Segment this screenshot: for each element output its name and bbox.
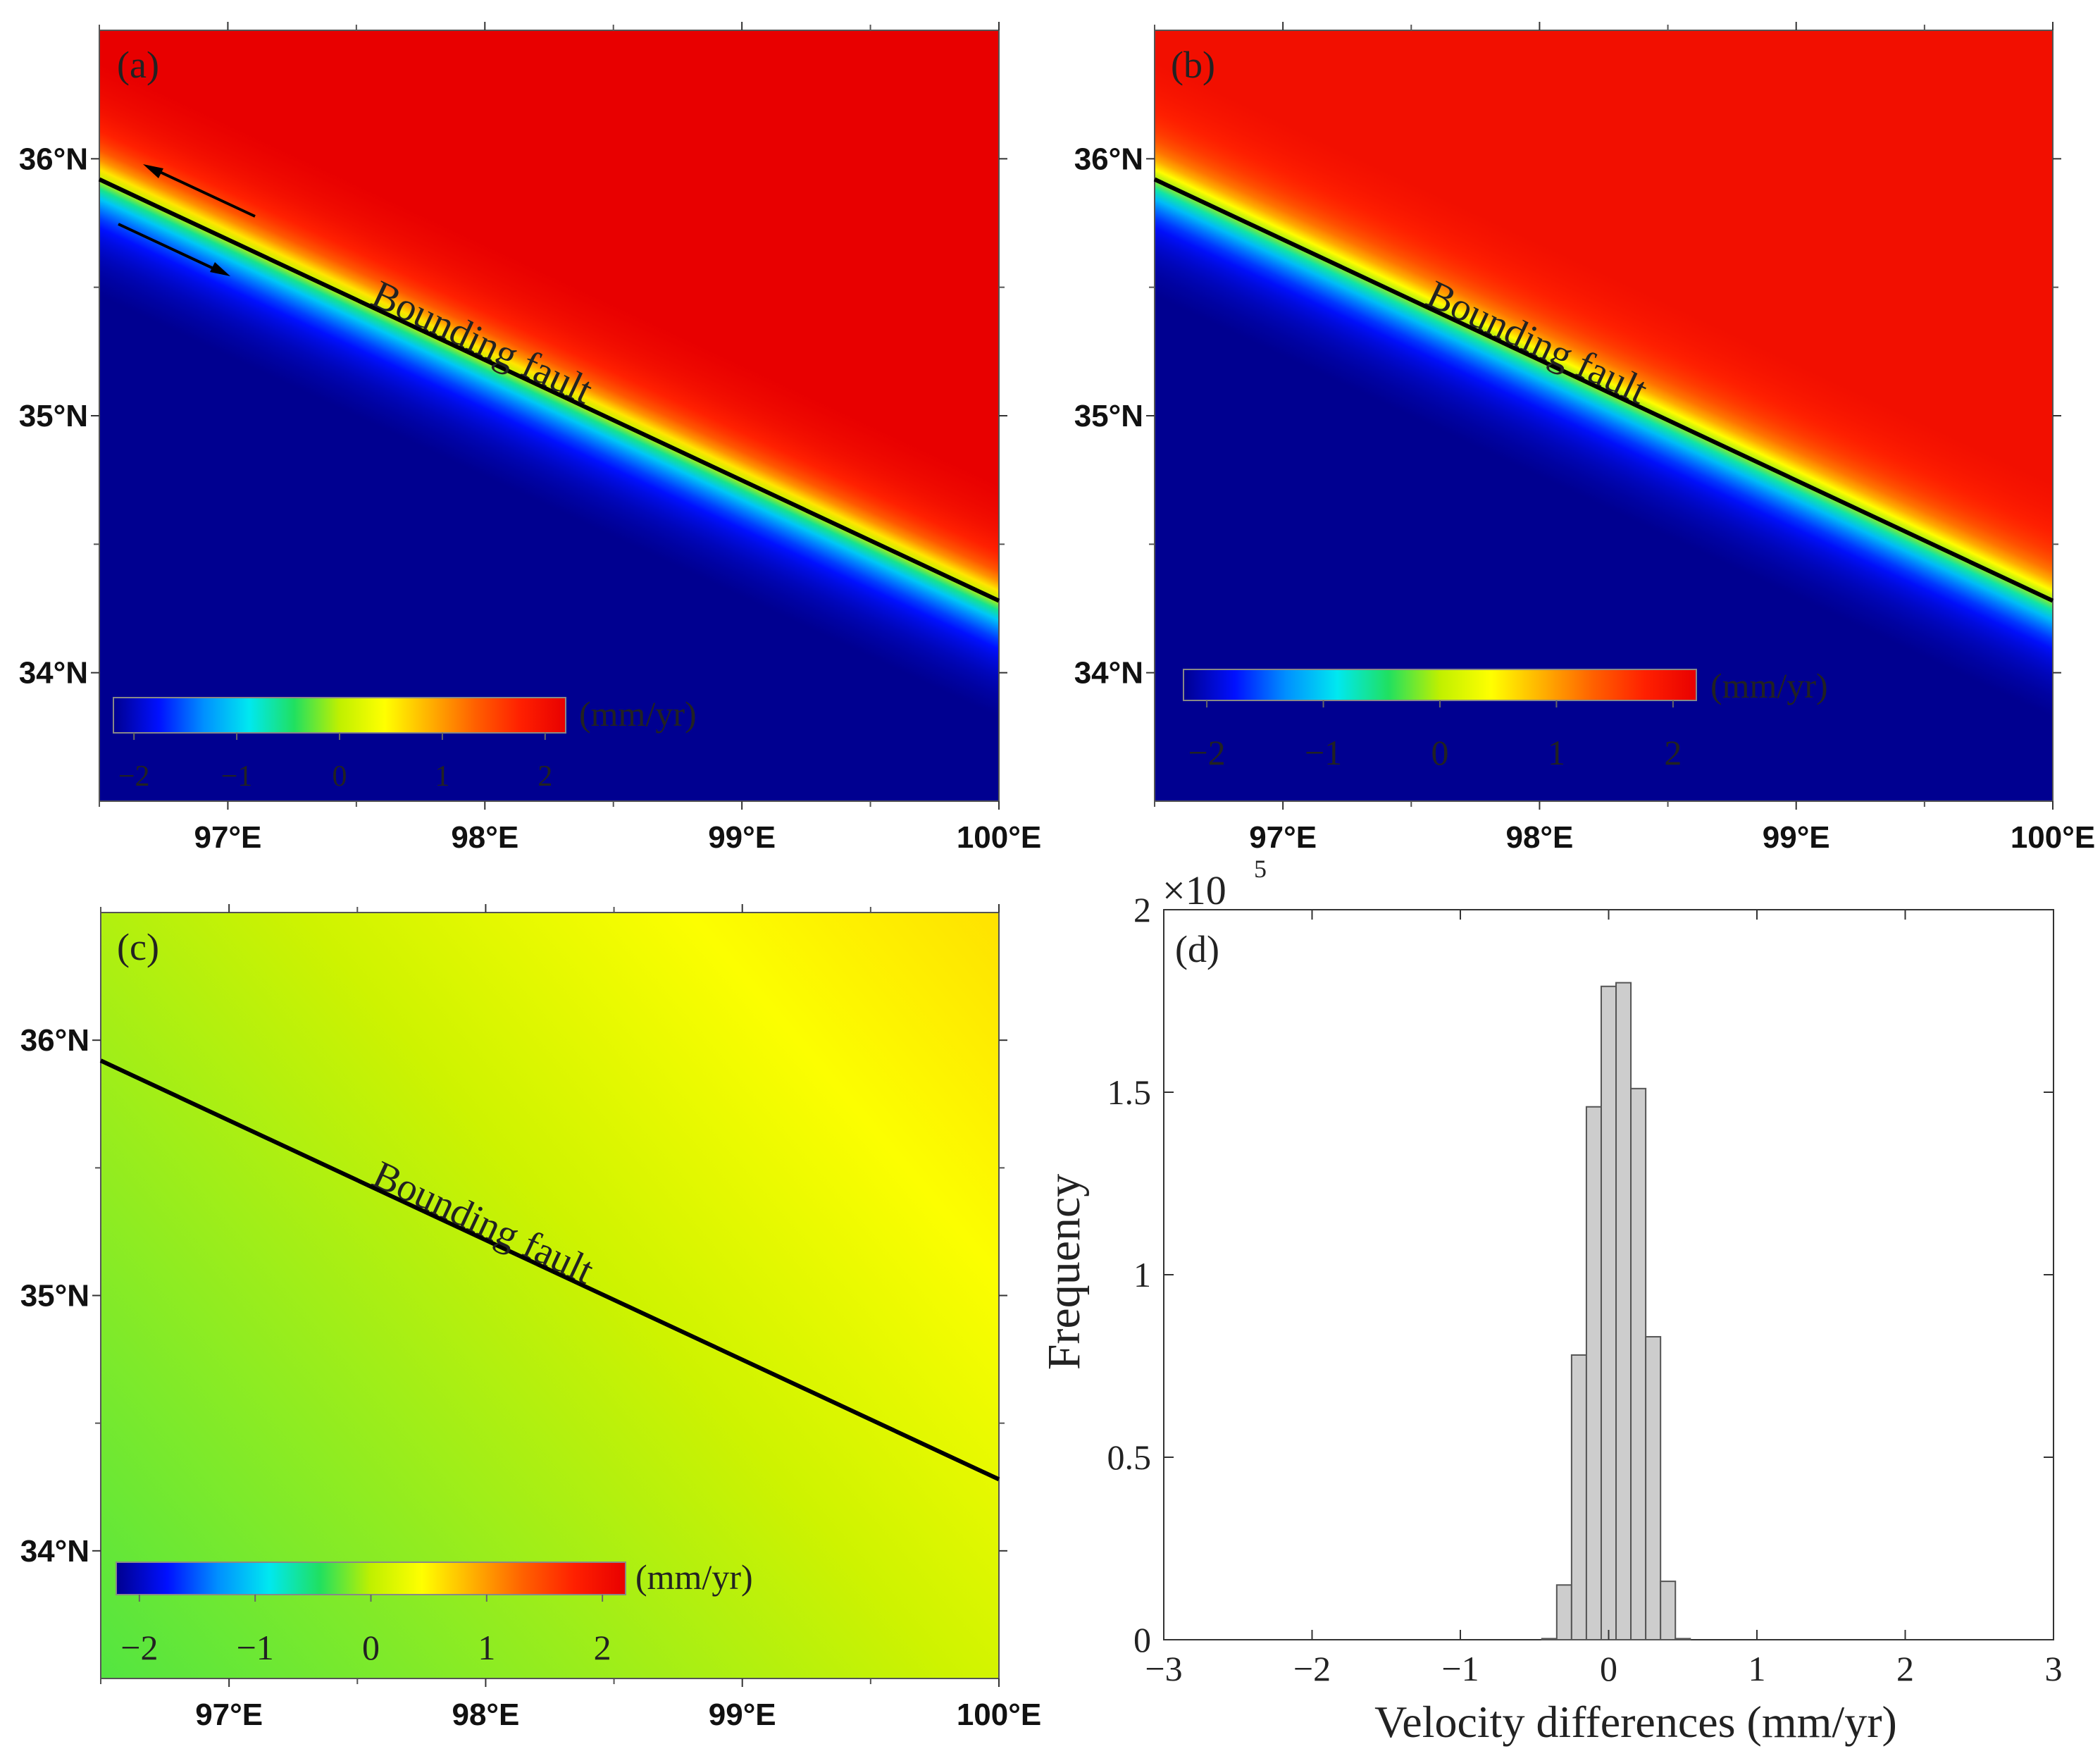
y-tick-label: 34°N — [19, 656, 88, 691]
slip-arrowhead-upper — [143, 164, 163, 178]
y-multiplier: ×10 — [1162, 867, 1226, 913]
panel-a-axes: 97°E 98°E 99°E 100°E 36°N 35°N 34°N — [19, 22, 1041, 855]
colorbar-gradient — [116, 1562, 626, 1595]
colorbar-tick-label: 2 — [1664, 733, 1682, 772]
histogram-bar — [1660, 1581, 1677, 1641]
panel-c-fault-line — [99, 1058, 1000, 1482]
colorbar-gradient — [1183, 669, 1697, 701]
panel-d-label: (d) — [1175, 928, 1219, 970]
y-tick-label: 0.5 — [1107, 1437, 1152, 1477]
histogram-bar — [1645, 1336, 1662, 1641]
x-axis-label: Velocity differences (mm/yr) — [1374, 1697, 1897, 1747]
y-tick-label: 36°N — [19, 142, 88, 176]
histogram-bar — [1675, 1638, 1691, 1641]
x-tick-label: −3 — [1145, 1649, 1182, 1688]
y-tick-label: 36°N — [20, 1023, 89, 1058]
x-tick-label: 2 — [1896, 1649, 1914, 1688]
colorbar-unit: (mm/yr) — [579, 694, 697, 734]
x-tick-label: 99°E — [1763, 820, 1830, 855]
slip-arrow-lower — [118, 223, 225, 275]
colorbar-tick-label: 0 — [333, 760, 347, 793]
panel-a: Bounding fault (a) −2 −1 0 1 2(mm/yr) 97°E 98… — [19, 22, 1041, 855]
y-axis-label: Frequency — [1038, 1174, 1090, 1371]
x-tick-label: 0 — [1600, 1649, 1617, 1688]
y-tick-label: 1 — [1133, 1255, 1151, 1294]
colorbar-tick-label: 1 — [478, 1628, 495, 1667]
x-tick-label: 97°E — [195, 1698, 263, 1732]
colorbar-tick-label: 0 — [1431, 733, 1449, 772]
x-tick-label: 98°E — [1505, 820, 1573, 855]
colorbar-tick-label: −2 — [120, 1628, 158, 1667]
colorbar-tick-label: −2 — [118, 760, 150, 793]
panel-d: −3 −2 −1 0 1 2 300.511.52 (d) ×10 5 Frequency … — [1038, 855, 2063, 1747]
x-tick-label: 100°E — [957, 1698, 1041, 1732]
y-tick-label: 35°N — [1074, 399, 1143, 433]
panel-b-colorbar: −2 −1 0 1 2 (mm/yr) — [1183, 666, 1828, 772]
x-tick-label: −2 — [1293, 1649, 1331, 1688]
y-tick-label: 35°N — [19, 399, 88, 433]
colorbar-unit: (mm/yr) — [1710, 666, 1828, 705]
colorbar-tick-label: 1 — [1548, 733, 1565, 772]
panel-b-label: (b) — [1171, 44, 1215, 86]
panel-a-fault-line — [98, 177, 1000, 603]
panel-a-colorbar: −2 −1 0 1 2 (mm/yr) — [113, 694, 697, 793]
panel-c-label: (c) — [117, 926, 159, 968]
colorbar-tick-label: −1 — [237, 1628, 274, 1667]
histogram-bar — [1600, 985, 1617, 1640]
colorbar-tick-label: 1 — [435, 760, 449, 793]
histogram-bar — [1615, 982, 1632, 1640]
histogram-bar — [1570, 1354, 1587, 1640]
x-tick-label: 98°E — [452, 1698, 519, 1732]
x-tick-label: 98°E — [451, 820, 518, 855]
colorbar-tick-label: −1 — [1305, 733, 1342, 772]
x-tick-label: 97°E — [194, 820, 261, 855]
x-tick-label: −1 — [1441, 1649, 1479, 1688]
x-tick-label: 100°E — [2011, 820, 2095, 855]
y-tick-label: 1.5 — [1107, 1072, 1152, 1112]
x-tick-label: 3 — [2045, 1649, 2063, 1688]
y-tick-label: 36°N — [1074, 142, 1143, 176]
panel-c-colorbar: −2 −1 0 1 2 (mm/yr) — [116, 1557, 753, 1667]
y-tick-label: 2 — [1133, 890, 1151, 929]
x-tick-label: 97°E — [1249, 820, 1317, 855]
slip-arrow-upper — [149, 166, 256, 218]
panel-a-label: (a) — [117, 44, 159, 86]
colorbar-tick-label: 0 — [362, 1628, 380, 1667]
histogram-bar — [1585, 1106, 1602, 1640]
y-tick-label: 35°N — [20, 1279, 89, 1313]
histogram-bar — [1541, 1638, 1558, 1641]
y-multiplier-exponent: 5 — [1254, 855, 1267, 883]
y-tick-label: 34°N — [20, 1534, 89, 1569]
x-tick-label: 99°E — [708, 820, 776, 855]
y-tick-label: 0 — [1133, 1620, 1151, 1659]
slip-arrowhead-lower — [210, 262, 230, 276]
histogram-bar — [1555, 1584, 1572, 1641]
colorbar-gradient — [113, 697, 566, 734]
x-tick-label: 1 — [1748, 1649, 1766, 1688]
panel-d-histogram-bars — [1541, 982, 1691, 1641]
colorbar-tick-label: 2 — [538, 760, 552, 793]
panel-a-slip-arrows — [118, 164, 256, 276]
panel-c-axes: 97°E 98°E 99°E 100°E 36°N 35°N 34°N — [20, 904, 1041, 1732]
colorbar-unit: (mm/yr) — [635, 1557, 753, 1597]
panel-d-axes: −3 −2 −1 0 1 2 3 0 0.5 1 1.5 2 — [1107, 890, 2063, 1688]
x-tick-label: 99°E — [709, 1698, 776, 1732]
panel-b-axes: 97°E 98°E 99°E 100°E 36°N 35°N 34°N — [1074, 22, 2095, 855]
panel-b-fault-line — [1153, 177, 2054, 603]
histogram-bar — [1630, 1087, 1647, 1640]
x-tick-label: 100°E — [957, 820, 1041, 855]
colorbar-tick-label: 2 — [594, 1628, 611, 1667]
y-tick-label: 34°N — [1074, 656, 1143, 691]
panel-a-velocity-field — [99, 30, 1000, 802]
colorbar-tick-label: −2 — [1188, 733, 1225, 772]
colorbar-tick-label: −1 — [221, 760, 253, 793]
panel-c-velocity-field — [100, 912, 1000, 1679]
panel-c: Bounding fault (c) −2 −1 0 1 2(mm/yr) 97°E 98… — [20, 904, 1041, 1732]
panel-b: Bounding fault (b) −2 −1 0 1 2(mm/yr) 97°E 98… — [1074, 22, 2095, 855]
